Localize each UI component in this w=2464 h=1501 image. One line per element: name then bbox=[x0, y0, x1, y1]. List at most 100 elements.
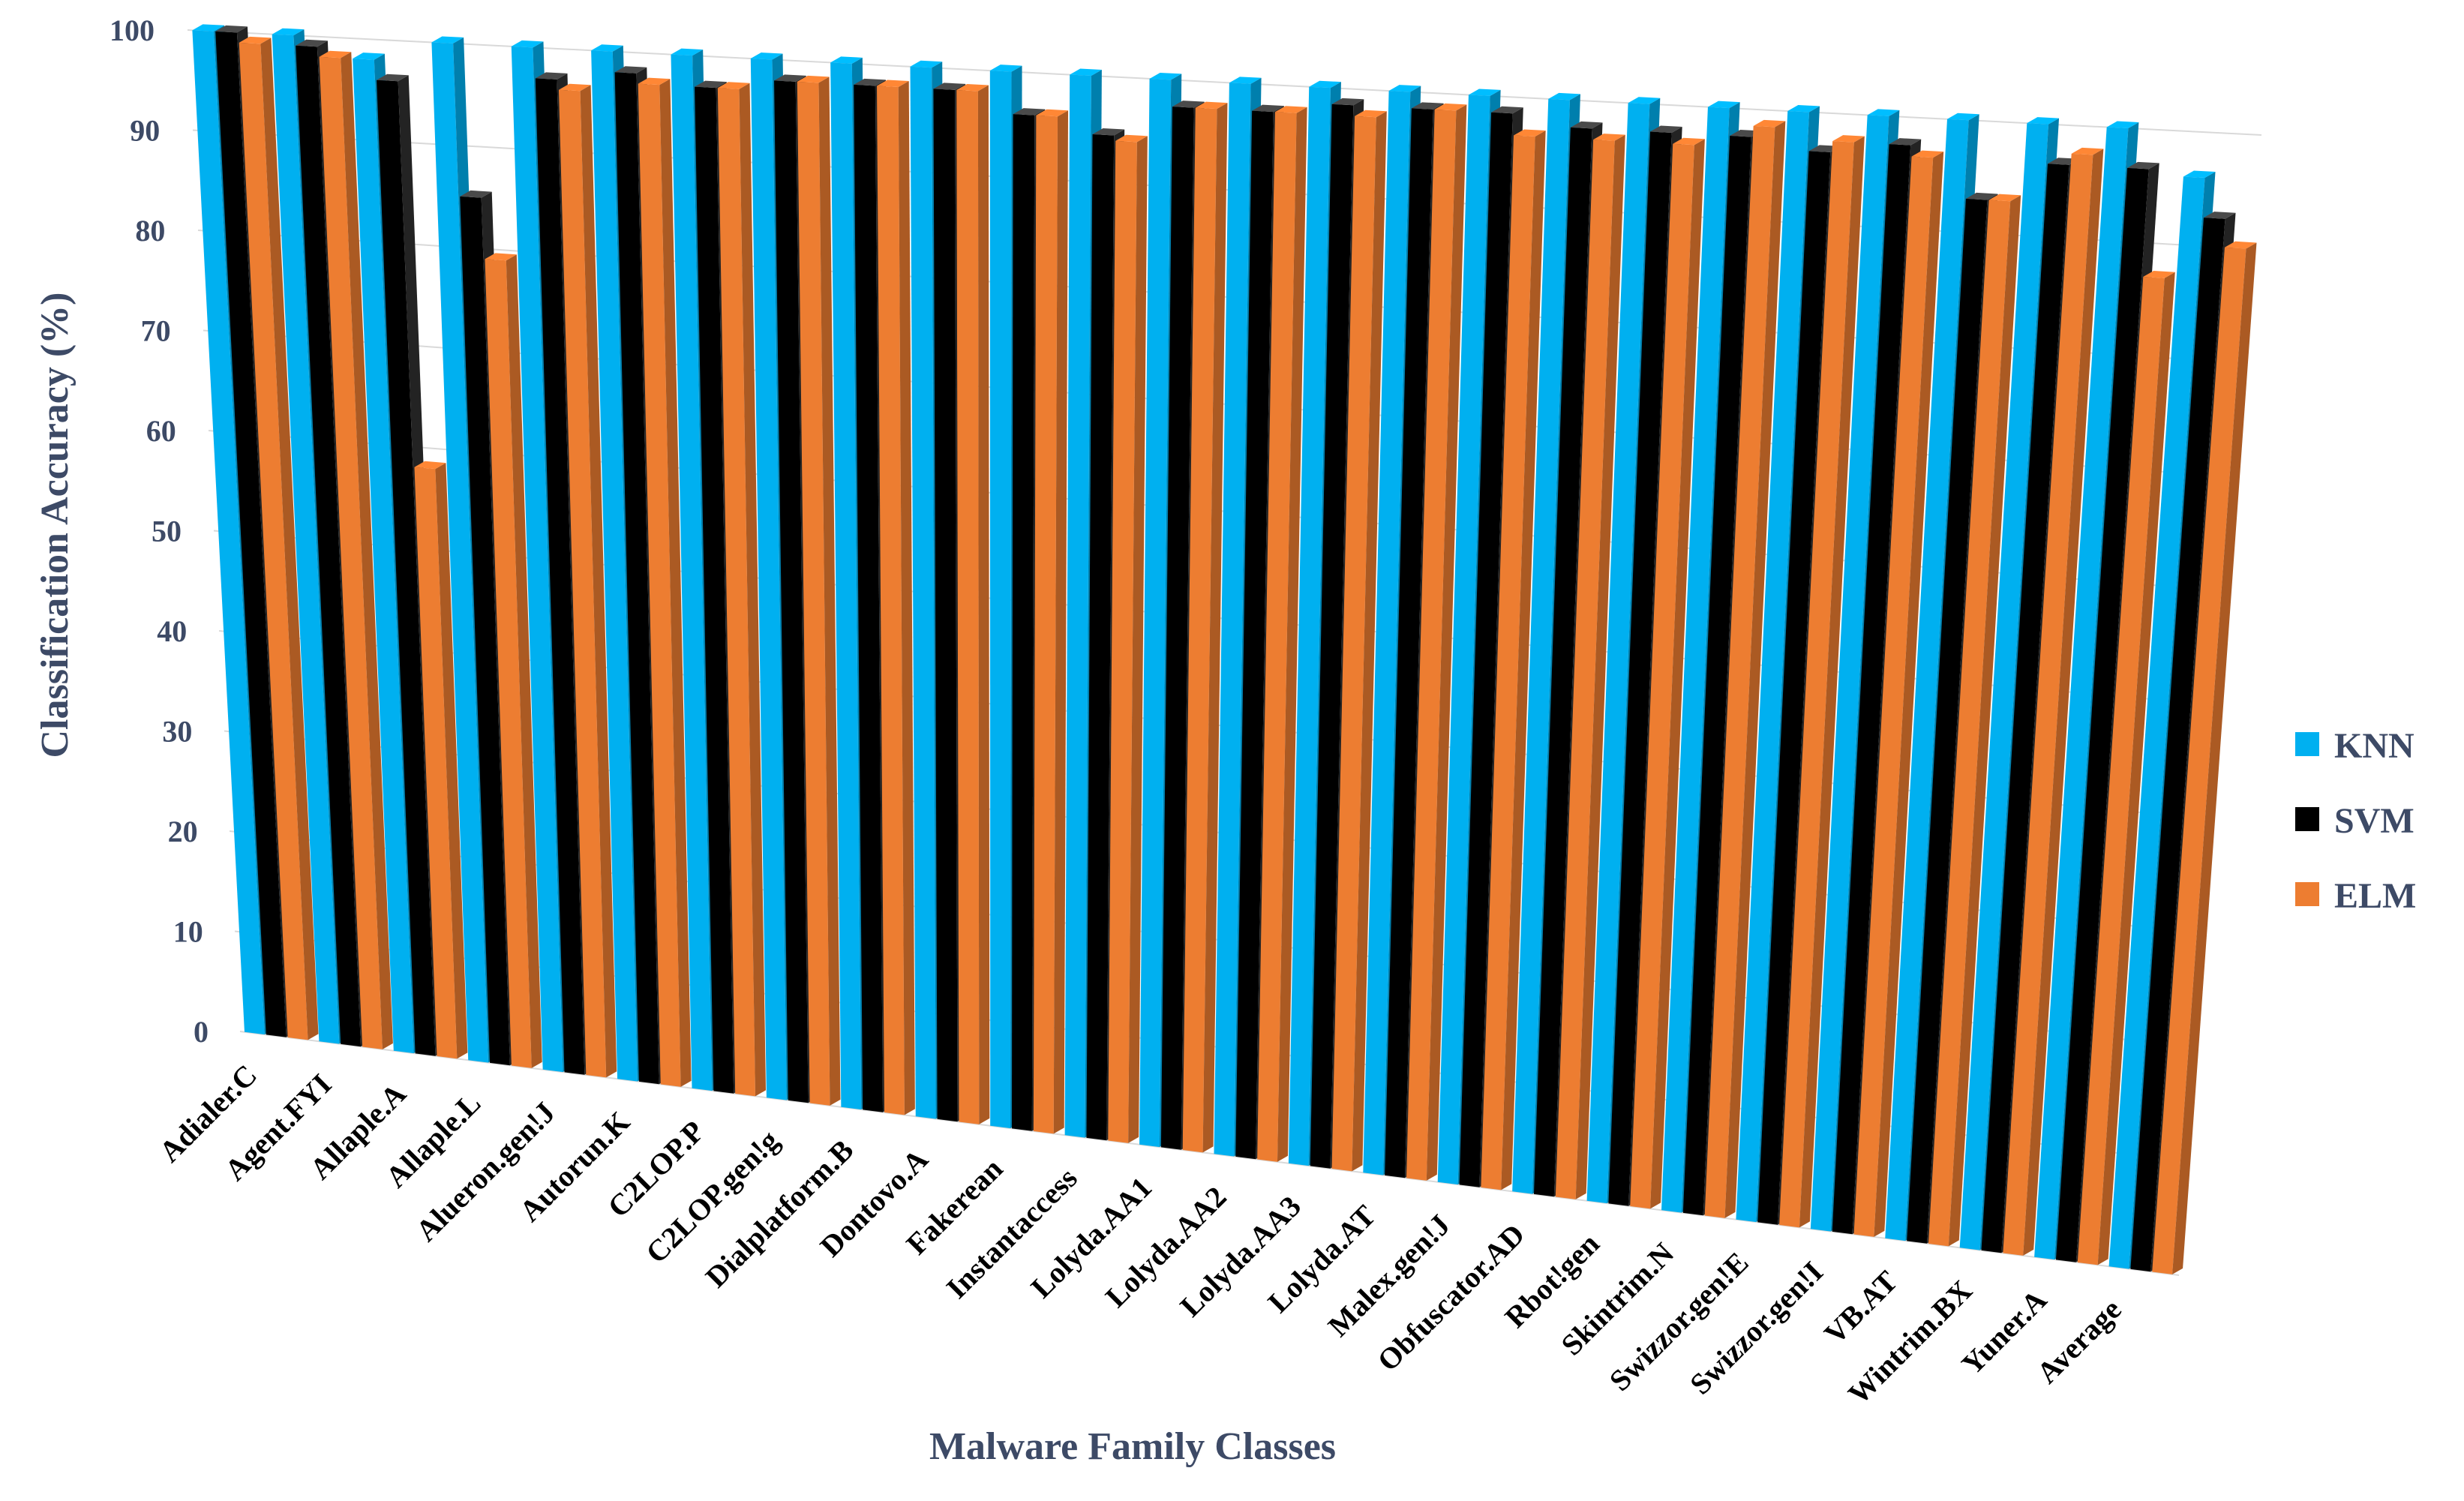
bar-top bbox=[750, 53, 783, 60]
bar-top bbox=[1070, 68, 1102, 77]
bar-side bbox=[260, 38, 319, 1040]
bar-elm bbox=[1108, 134, 1148, 1143]
bar-front bbox=[2003, 153, 2093, 1256]
bar-front bbox=[671, 54, 713, 1091]
bar-front bbox=[1288, 86, 1331, 1166]
bar-front bbox=[1907, 198, 1988, 1244]
bar-front bbox=[830, 62, 862, 1110]
bar-front bbox=[910, 66, 936, 1119]
bar-front bbox=[750, 59, 787, 1100]
bar-elm bbox=[1630, 137, 1705, 1209]
bar-front bbox=[377, 80, 436, 1056]
bar-front bbox=[2108, 176, 2205, 1269]
bar-top bbox=[830, 56, 863, 64]
bar-side bbox=[1874, 152, 1944, 1237]
bar-front bbox=[1704, 125, 1775, 1218]
bar-side bbox=[818, 77, 841, 1106]
bar-side bbox=[1724, 121, 1786, 1218]
bar-front bbox=[1033, 115, 1058, 1134]
bar-front bbox=[1555, 140, 1615, 1199]
bar-front bbox=[1108, 140, 1137, 1143]
bar-elm bbox=[1182, 101, 1228, 1153]
bar-top bbox=[956, 83, 989, 92]
bar-top bbox=[485, 253, 517, 261]
bar-elm bbox=[1928, 194, 2021, 1247]
bar-elm bbox=[2003, 147, 2104, 1256]
bar-front bbox=[1682, 136, 1751, 1216]
bar-top bbox=[933, 83, 966, 90]
bar-elm bbox=[1853, 150, 1944, 1237]
bar-side bbox=[1426, 104, 1467, 1181]
bar-side bbox=[1202, 103, 1228, 1153]
bar-top bbox=[671, 48, 704, 56]
bar-side bbox=[977, 85, 990, 1124]
bars bbox=[192, 24, 2257, 1274]
bar-elm bbox=[558, 83, 617, 1078]
y-axis-ticks: 0 10 20 30 40 50 60 70 80 90 100 bbox=[110, 14, 209, 1049]
bar-top bbox=[511, 40, 544, 48]
bar-front bbox=[1139, 78, 1172, 1148]
bar-side bbox=[1799, 136, 1865, 1228]
bar-front bbox=[1630, 143, 1694, 1209]
bar-elm bbox=[1257, 106, 1307, 1162]
legend-swatch-elm bbox=[2295, 882, 2319, 906]
bar-top bbox=[1388, 85, 1421, 92]
bar-front bbox=[1437, 95, 1490, 1185]
bar-front bbox=[1832, 144, 1911, 1235]
bar-top bbox=[2071, 147, 2104, 155]
y-tick-label: 50 bbox=[152, 515, 182, 548]
bar-side bbox=[1352, 111, 1387, 1172]
bar-top bbox=[877, 80, 909, 87]
bar-side bbox=[506, 254, 542, 1068]
bar-front bbox=[695, 86, 734, 1094]
bar-front bbox=[460, 196, 510, 1066]
bar-top bbox=[1331, 98, 1364, 106]
bar-front bbox=[319, 56, 383, 1049]
bar-top bbox=[2203, 212, 2236, 219]
bar-front bbox=[1086, 134, 1115, 1141]
bar-side bbox=[1501, 130, 1546, 1190]
bar-top bbox=[296, 39, 328, 47]
y-tick-label: 90 bbox=[130, 114, 160, 148]
bar-elm bbox=[1704, 119, 1786, 1218]
bar-front bbox=[1182, 107, 1217, 1153]
bar-top bbox=[695, 80, 727, 89]
bar-top bbox=[1832, 135, 1865, 143]
bar-front bbox=[296, 45, 362, 1047]
bar-top bbox=[1274, 106, 1307, 113]
bar-elm bbox=[1779, 135, 1865, 1228]
legend-swatch-svm bbox=[2295, 807, 2319, 831]
bar-top bbox=[558, 83, 591, 92]
bar-top bbox=[1548, 92, 1580, 101]
bar-front bbox=[2130, 218, 2225, 1272]
bar-front bbox=[717, 88, 756, 1097]
bar-top bbox=[1628, 97, 1661, 104]
bar-front bbox=[989, 71, 1012, 1129]
bar-top bbox=[2127, 161, 2159, 170]
x-category-label: Obfuscator.AD bbox=[1370, 1217, 1531, 1378]
bar-top bbox=[1309, 80, 1341, 89]
bar-top bbox=[1013, 108, 1046, 116]
bar-elm bbox=[717, 82, 767, 1097]
legend-label-svm: SVM bbox=[2334, 801, 2414, 841]
bar-front bbox=[1757, 151, 1831, 1225]
y-tick-label: 0 bbox=[194, 1015, 209, 1049]
bar-top bbox=[1355, 110, 1387, 118]
bar-elm bbox=[239, 36, 319, 1040]
bar-top bbox=[1115, 134, 1148, 143]
y-axis-title: Classification Accuracy (%) bbox=[34, 292, 77, 758]
bar-elm bbox=[956, 83, 990, 1124]
bar-front bbox=[1064, 74, 1091, 1138]
bar-top bbox=[1867, 109, 1900, 116]
y-tick-label: 80 bbox=[135, 214, 165, 248]
bar-front bbox=[239, 42, 308, 1040]
bar-top bbox=[1195, 101, 1228, 110]
bar-front bbox=[877, 86, 905, 1115]
bar-front bbox=[1235, 110, 1274, 1160]
bar-top bbox=[1965, 192, 1998, 200]
bar-elm bbox=[877, 80, 915, 1115]
bar-side bbox=[1948, 195, 2021, 1247]
bar-front bbox=[933, 89, 958, 1122]
bar-top bbox=[1036, 109, 1069, 117]
bar-front bbox=[485, 259, 532, 1068]
